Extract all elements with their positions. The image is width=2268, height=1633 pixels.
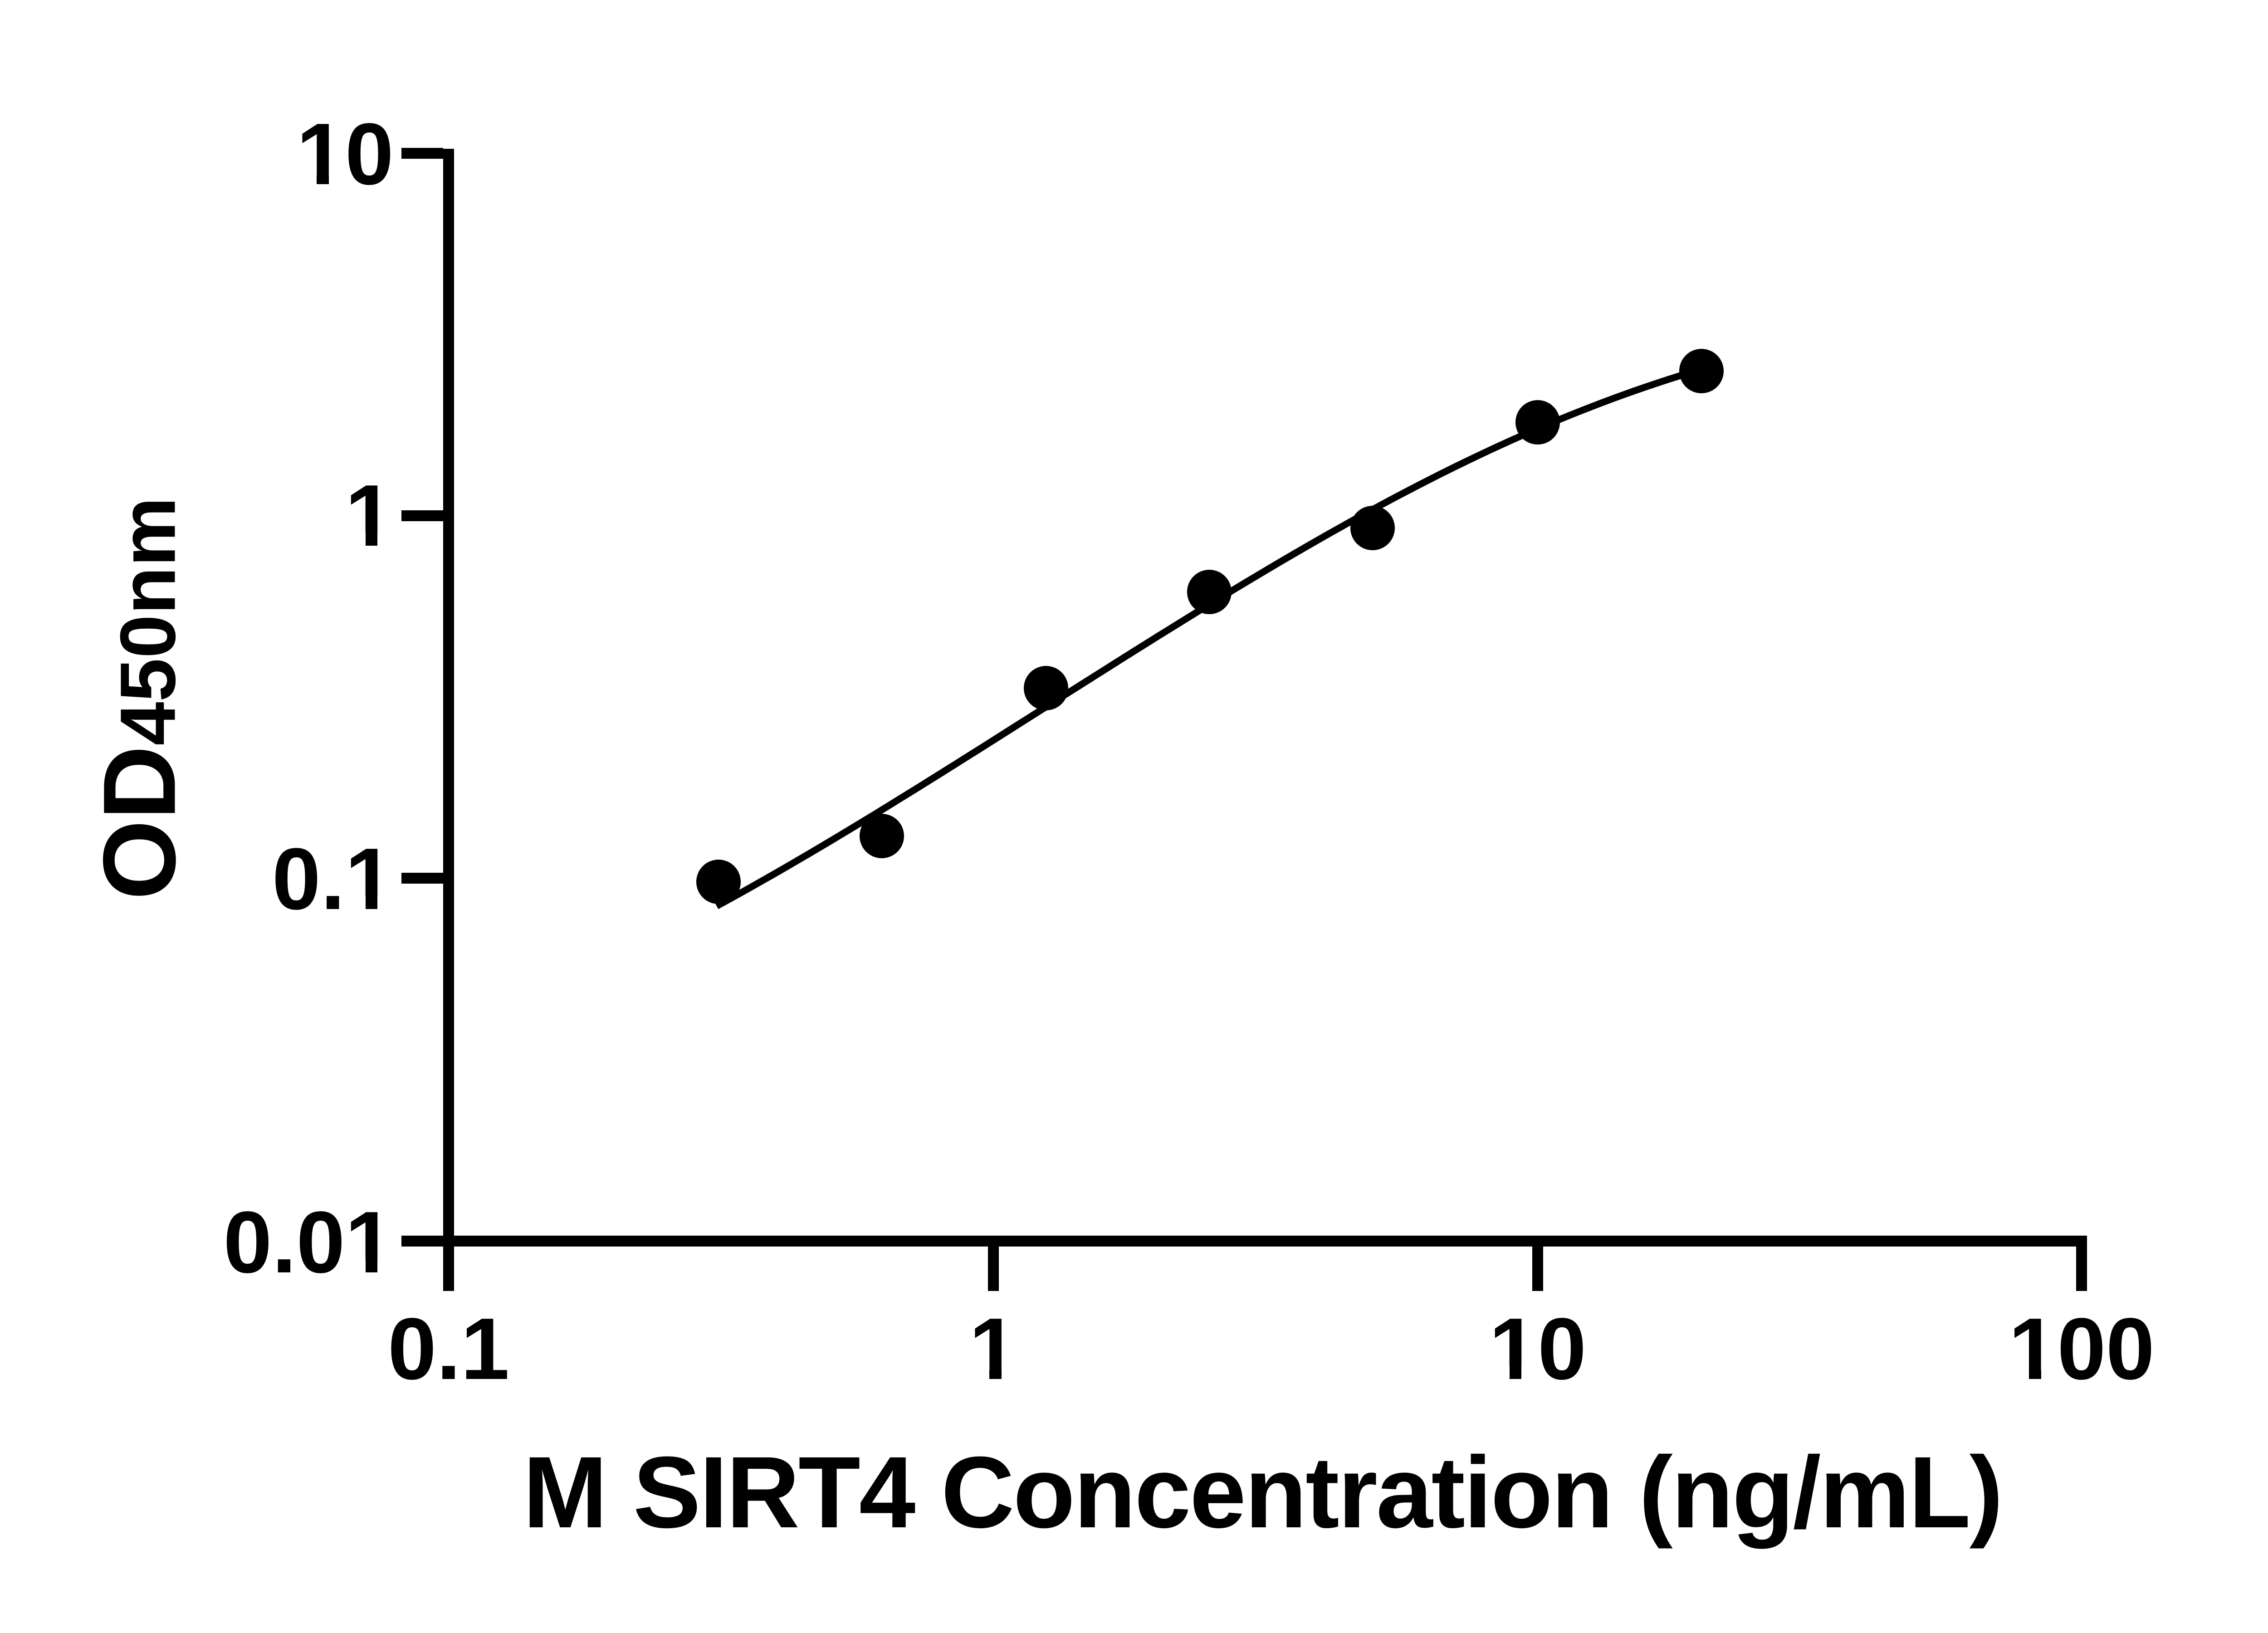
svg-text:0.1: 0.1: [388, 1300, 509, 1398]
svg-text:10: 10: [1489, 1300, 1587, 1398]
svg-text:0.01: 0.01: [223, 1193, 394, 1291]
svg-text:10: 10: [296, 105, 394, 203]
svg-text:1: 1: [969, 1300, 1017, 1398]
svg-text:100: 100: [2009, 1300, 2155, 1398]
svg-text:OD450nm: OD450nm: [83, 497, 197, 900]
svg-text:M SIRT4 Concentration (ng/mL): M SIRT4 Concentration (ng/mL): [523, 1436, 2002, 1549]
svg-text:1: 1: [345, 466, 394, 564]
svg-text:0.1: 0.1: [272, 830, 394, 928]
